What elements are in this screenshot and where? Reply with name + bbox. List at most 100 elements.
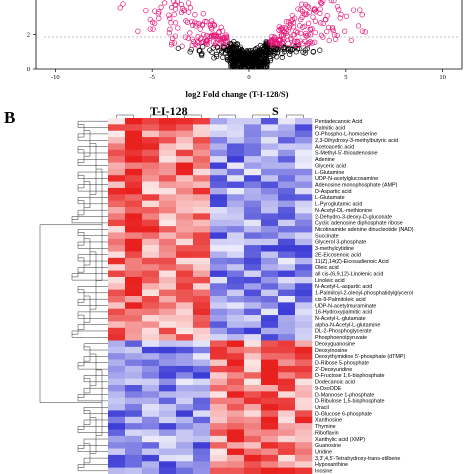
heatmap-cell (193, 264, 211, 271)
heatmap-cell (278, 264, 296, 271)
heatmap-panel: B T-I-128 S Pentadecanoic Acid Palmitic a… (0, 104, 474, 474)
heatmap-row-label: Nicotinamide adenine dinucleotide (NAD) (315, 227, 414, 233)
heatmap-cell (176, 429, 194, 437)
heatmap-cell (295, 143, 313, 151)
heatmap-cell (159, 283, 177, 290)
heatmap-cell (227, 385, 245, 392)
heatmap-row-label: N-Acetyl-L-aspartic acid (315, 284, 372, 290)
heatmap-cell (176, 283, 194, 290)
heatmap-cell (295, 321, 313, 329)
heatmap-cell (261, 410, 279, 418)
volcano-point (210, 45, 216, 51)
volcano-point (292, 44, 298, 50)
heatmap-cell (210, 200, 228, 208)
volcano-point (359, 28, 366, 34)
heatmap-row-label: D-Aspartic acid (315, 189, 352, 195)
volcano-point (343, 13, 350, 20)
volcano-point (326, 37, 332, 44)
heatmap-cell (244, 372, 262, 379)
volcano-point (248, 60, 253, 66)
heatmap-cell (193, 423, 211, 430)
volcano-point (211, 22, 217, 28)
heatmap-cell (159, 245, 177, 252)
volcano-point (295, 39, 301, 45)
heatmap-cell (278, 372, 296, 379)
heatmap-cell (176, 232, 194, 240)
heatmap-cell (125, 162, 143, 170)
heatmap-cell (295, 461, 313, 468)
heatmap-cell (244, 302, 262, 310)
heatmap-cell (108, 391, 126, 399)
heatmap-cell (125, 296, 143, 303)
volcano-point (320, 20, 326, 27)
heatmap-cell (125, 187, 143, 195)
heatmap-cell (176, 251, 194, 259)
heatmap-cell (108, 442, 126, 449)
volcano-point (227, 51, 233, 57)
volcano-point (355, 23, 362, 29)
heatmap-cell (244, 219, 262, 227)
heatmap-cell (193, 149, 211, 157)
heatmap-cell (193, 410, 211, 418)
volcano-point (310, 14, 316, 20)
heatmap-row-label: L-Glutamate (315, 195, 345, 201)
heatmap-cell (108, 175, 126, 182)
volcano-point (247, 47, 253, 53)
heatmap-cell (227, 264, 245, 271)
heatmap-cell (125, 315, 143, 322)
heatmap-cell (210, 454, 228, 462)
heatmap-cell (142, 365, 160, 373)
heatmap-cell (295, 448, 313, 456)
heatmap-cell (193, 302, 211, 310)
heatmap-cell (142, 448, 160, 456)
heatmap-cell (244, 448, 262, 456)
heatmap-cell (159, 397, 177, 405)
volcano-point (259, 52, 264, 58)
heatmap-cell (159, 289, 177, 297)
heatmap-cell (261, 175, 279, 182)
heatmap-cell (278, 156, 296, 163)
heatmap-cell (295, 346, 313, 354)
heatmap-cell (227, 187, 245, 195)
heatmap-cell (227, 168, 245, 176)
heatmap-cell (176, 156, 194, 163)
heatmap-cell (125, 283, 143, 290)
volcano-point (156, 9, 162, 15)
heatmap-cell (210, 397, 228, 405)
heatmap-row-label: Riboflavin (315, 430, 339, 436)
heatmap-cell (210, 162, 228, 170)
heatmap-cell (125, 429, 143, 437)
heatmap-cell (227, 404, 245, 411)
volcano-point (199, 21, 206, 28)
heatmap-cell (193, 238, 211, 246)
heatmap-cell (159, 251, 177, 259)
heatmap-cell (227, 429, 245, 437)
heatmap-cell (193, 143, 211, 151)
heatmap-cell (125, 149, 143, 157)
heatmap-row-label: Succinate (315, 233, 339, 239)
heatmap-cell (193, 137, 211, 144)
volcano-point (294, 38, 300, 44)
volcano-point (250, 50, 256, 56)
volcano-point (297, 38, 303, 44)
heatmap-cell (227, 365, 245, 373)
heatmap-cell (108, 245, 126, 252)
heatmap-cell (261, 397, 279, 405)
heatmap-cell (261, 404, 279, 411)
heatmap-cell (108, 283, 126, 290)
heatmap-cell (193, 181, 211, 189)
heatmap-row-label: D-Mannose 1-phosphate (315, 392, 374, 398)
heatmap-cell (176, 257, 194, 265)
volcano-x-tick-label: -5 (149, 74, 154, 81)
heatmap-row-label: 11(Z),14(Z)-Eicosadienoic Acid (315, 259, 389, 265)
heatmap-cell (210, 365, 228, 373)
heatmap-cell (142, 454, 160, 462)
volcano-x-axis-title: log2 Fold change (T-I-128/S) (185, 89, 289, 99)
heatmap-cell (159, 391, 177, 399)
heatmap-cell (261, 181, 279, 189)
heatmap-cell (108, 213, 126, 221)
heatmap-cell (125, 238, 143, 246)
volcano-point (221, 42, 227, 48)
volcano-point (152, 8, 158, 14)
heatmap-cell (108, 327, 126, 335)
